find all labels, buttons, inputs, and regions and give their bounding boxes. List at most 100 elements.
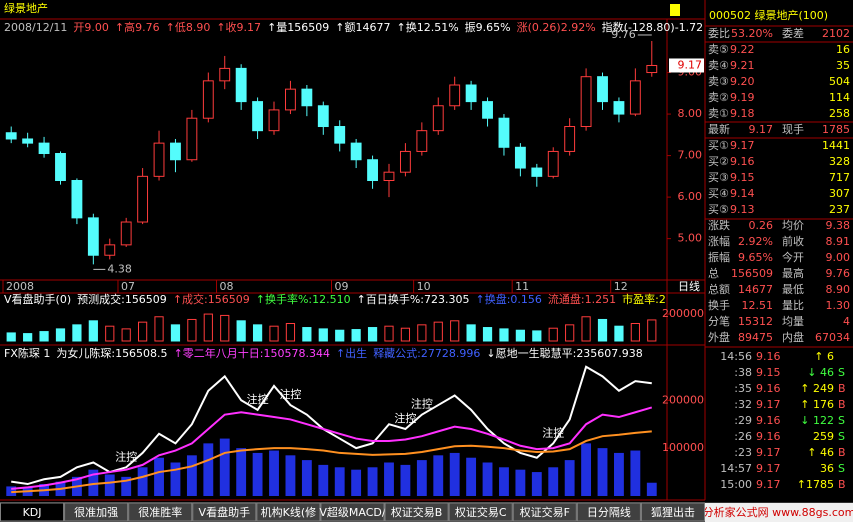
annotation: 注控 (115, 449, 137, 463)
tab-label: KDJ (23, 506, 42, 519)
indicator-bar (203, 443, 214, 496)
quote-label: 买④ (708, 187, 729, 200)
quote-header-part: ↑额14677 (335, 21, 390, 34)
tick-time: :32 (734, 398, 752, 411)
watermark-bg (705, 503, 853, 522)
tab-label: 权证交易B (391, 505, 443, 519)
volume-bar (466, 324, 476, 342)
tab[interactable] (0, 502, 65, 522)
indicator-bar (630, 450, 641, 496)
x-tick-label: 2008 (6, 280, 34, 293)
candle-body (87, 217, 99, 256)
quote-label: 均价 (782, 219, 804, 232)
volume-bar (236, 320, 246, 342)
candle-body (252, 101, 264, 132)
scroll-icon[interactable] (670, 4, 680, 16)
volume-bar (400, 327, 411, 342)
annotation: 注控 (279, 387, 301, 401)
quote-value: 67034 (815, 331, 850, 344)
tab[interactable] (256, 502, 321, 522)
tick-time: :29 (734, 414, 752, 427)
indicator-bar (367, 467, 378, 496)
indicator-bar (334, 467, 345, 496)
tick-volume: ↑ 6 (814, 350, 834, 363)
quote-volume: 114 (829, 91, 850, 104)
tick-price: 9.17 (756, 462, 781, 475)
candle-body (186, 117, 198, 161)
indicator-bar (351, 469, 362, 496)
candle-body (498, 117, 510, 148)
candle-body (5, 132, 17, 140)
quote-header-part: ↑收9.17 (216, 20, 261, 34)
quote-label: 卖⑤ (708, 43, 729, 56)
quote-price: 9.17 (730, 139, 755, 152)
quote-label: 总 (708, 266, 719, 280)
tab-label: V超级MACD/ (319, 505, 385, 519)
chart-area: 绿景地产 2008/12/11 开9.00 ↑高9.76 ↑低8.90 ↑收9.17 ↑量… (0, 1, 705, 501)
volume-header-part: ↑成交:156509 (173, 292, 250, 306)
candle-body (449, 84, 461, 107)
candle-body (432, 105, 444, 132)
tick-price: 9.16 (756, 414, 781, 427)
tab[interactable] (640, 502, 706, 522)
indicator-bar (581, 443, 592, 496)
tick-price: 9.16 (756, 350, 781, 363)
quote-volume: 328 (829, 155, 850, 168)
quote-header-part: ↑量156509 (267, 21, 329, 34)
volume-bar (23, 333, 33, 342)
volume-header: V看盘助手(0) 预测成交:156509 ↑成交:156509 ↑换手率%:12.51… (4, 292, 666, 306)
candle-body (646, 64, 658, 74)
quote-header-part: 振9.65% (465, 20, 511, 34)
indicator-bar (170, 462, 181, 496)
indicator-bar (646, 482, 657, 496)
tab[interactable] (64, 502, 129, 522)
volume-bar (450, 320, 460, 342)
tab[interactable] (576, 502, 641, 522)
quote-label: 量比 (782, 299, 804, 312)
quote-value: 8.91 (826, 235, 851, 248)
volume-bar (384, 325, 394, 342)
quote-label: 卖① (708, 107, 729, 120)
quote-header-part: 开9.00 (73, 21, 109, 34)
quote-value: 9.00 (826, 251, 851, 264)
annotation: 注控 (411, 397, 433, 411)
volume-bar (318, 328, 328, 342)
quote-label: 卖③ (708, 75, 729, 88)
quote-price: 9.15 (730, 171, 755, 184)
tab[interactable] (128, 502, 193, 522)
quote-volume: 1441 (822, 139, 850, 152)
candle-body (268, 109, 280, 132)
quote-price: 9.22 (730, 43, 755, 56)
low-label: 4.38 (107, 262, 131, 275)
volume-bar (121, 328, 131, 342)
indicator-header-part: FX陈琛 1 (4, 346, 50, 360)
quote-header: 2008/12/11 开9.00 ↑高9.76 ↑低8.90 ↑收9.17 ↑量15650… (4, 20, 703, 34)
quote-volume: 717 (829, 171, 850, 184)
quote-value: 8.90 (826, 283, 851, 296)
quote-value: 89475 (738, 331, 773, 344)
candle-body (219, 67, 231, 82)
quote-label: 最高 (782, 266, 804, 280)
tab[interactable] (448, 502, 513, 522)
volume-bar (55, 328, 66, 342)
indicator-bar (285, 455, 296, 496)
indicator-header-part: ↑出生 (336, 346, 367, 360)
tab-label: 很准胜率 (138, 505, 182, 519)
candle-body (301, 88, 313, 107)
tab[interactable] (384, 502, 449, 522)
quote-header-part: ↑低8.90 (166, 21, 211, 34)
candle-body (465, 84, 477, 103)
indicator-bar (449, 452, 460, 496)
tab[interactable] (192, 502, 257, 522)
tick-side: B (838, 398, 846, 411)
quote-label: 现手 (782, 122, 804, 136)
tab-label: 权证交易C (455, 505, 507, 519)
volume-bar (630, 323, 640, 342)
last-price: 9.17 (678, 58, 703, 71)
quote-value: 4 (843, 315, 850, 328)
tab[interactable] (512, 502, 577, 522)
tab[interactable] (320, 502, 385, 522)
volume-bar (285, 323, 296, 342)
volume-bar (614, 325, 624, 342)
